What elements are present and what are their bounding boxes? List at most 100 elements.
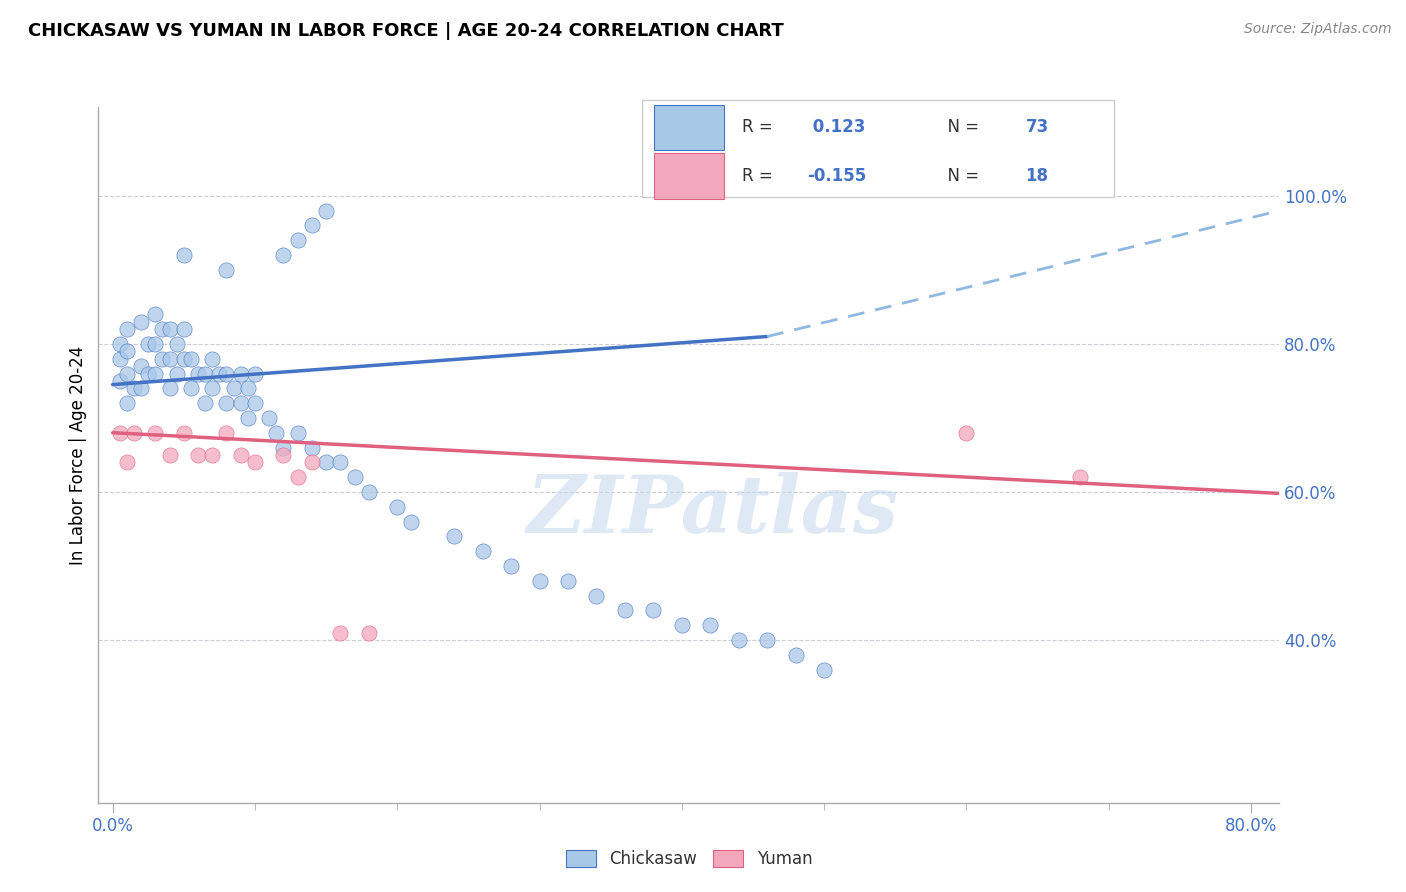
Text: -0.155: -0.155 bbox=[807, 167, 866, 185]
Point bbox=[159, 351, 181, 366]
Point bbox=[243, 396, 266, 410]
Point bbox=[329, 625, 352, 640]
Point bbox=[471, 544, 494, 558]
Point bbox=[236, 381, 259, 395]
Point bbox=[115, 367, 138, 381]
Point bbox=[201, 351, 224, 366]
Text: 18: 18 bbox=[1025, 167, 1049, 185]
Point bbox=[159, 448, 181, 462]
Point bbox=[1069, 470, 1091, 484]
Point bbox=[136, 337, 159, 351]
Point bbox=[229, 448, 252, 462]
Point bbox=[159, 322, 181, 336]
Point bbox=[955, 425, 977, 440]
Point bbox=[301, 219, 323, 233]
Point bbox=[387, 500, 409, 514]
Point bbox=[236, 411, 259, 425]
Point bbox=[287, 425, 309, 440]
Point bbox=[329, 455, 352, 469]
Point bbox=[201, 448, 224, 462]
Point bbox=[215, 396, 238, 410]
Text: 73: 73 bbox=[1025, 119, 1049, 136]
Point bbox=[143, 307, 166, 321]
Point bbox=[122, 381, 145, 395]
Legend: Chickasaw, Yuman: Chickasaw, Yuman bbox=[558, 843, 820, 874]
Point bbox=[229, 396, 252, 410]
Point bbox=[215, 367, 238, 381]
Point bbox=[257, 411, 280, 425]
Point bbox=[357, 484, 380, 499]
Point bbox=[115, 396, 138, 410]
Point bbox=[529, 574, 551, 588]
Point bbox=[173, 322, 195, 336]
Point bbox=[180, 381, 202, 395]
Point bbox=[187, 367, 209, 381]
Point bbox=[201, 381, 224, 395]
Text: 0.123: 0.123 bbox=[807, 119, 866, 136]
Point bbox=[108, 351, 131, 366]
Point bbox=[143, 425, 166, 440]
Point bbox=[287, 470, 309, 484]
Point bbox=[108, 337, 131, 351]
Point bbox=[613, 603, 636, 617]
Point bbox=[785, 648, 807, 662]
Point bbox=[194, 367, 217, 381]
Point bbox=[273, 441, 295, 455]
FancyBboxPatch shape bbox=[654, 153, 724, 199]
Point bbox=[129, 359, 152, 373]
Point bbox=[301, 455, 323, 469]
FancyBboxPatch shape bbox=[641, 100, 1114, 197]
Point bbox=[115, 455, 138, 469]
Point bbox=[315, 455, 337, 469]
Point bbox=[357, 625, 380, 640]
Point bbox=[401, 515, 423, 529]
Point bbox=[222, 381, 245, 395]
Point bbox=[173, 351, 195, 366]
Point bbox=[187, 448, 209, 462]
Y-axis label: In Labor Force | Age 20-24: In Labor Force | Age 20-24 bbox=[69, 345, 87, 565]
Point bbox=[643, 603, 665, 617]
Text: N =: N = bbox=[936, 167, 984, 185]
Point bbox=[243, 367, 266, 381]
Point bbox=[115, 344, 138, 359]
Point bbox=[499, 558, 522, 573]
Point bbox=[671, 618, 693, 632]
Point bbox=[315, 203, 337, 218]
Point bbox=[273, 448, 295, 462]
Text: Source: ZipAtlas.com: Source: ZipAtlas.com bbox=[1244, 22, 1392, 37]
Point bbox=[129, 315, 152, 329]
Point bbox=[173, 425, 195, 440]
Point bbox=[115, 322, 138, 336]
Text: R =: R = bbox=[742, 167, 778, 185]
Point bbox=[215, 263, 238, 277]
Point bbox=[557, 574, 579, 588]
Point bbox=[166, 367, 188, 381]
Point bbox=[143, 337, 166, 351]
Point bbox=[180, 351, 202, 366]
Point bbox=[159, 381, 181, 395]
Point bbox=[813, 663, 835, 677]
Point bbox=[699, 618, 721, 632]
Point bbox=[108, 374, 131, 388]
Point bbox=[243, 455, 266, 469]
Point bbox=[756, 632, 779, 647]
Point bbox=[173, 248, 195, 262]
Point bbox=[273, 248, 295, 262]
Point bbox=[229, 367, 252, 381]
Text: N =: N = bbox=[936, 119, 984, 136]
Text: CHICKASAW VS YUMAN IN LABOR FORCE | AGE 20-24 CORRELATION CHART: CHICKASAW VS YUMAN IN LABOR FORCE | AGE … bbox=[28, 22, 785, 40]
Point bbox=[443, 529, 465, 543]
Point bbox=[287, 233, 309, 247]
Point bbox=[585, 589, 607, 603]
Point bbox=[215, 425, 238, 440]
Point bbox=[122, 425, 145, 440]
FancyBboxPatch shape bbox=[654, 104, 724, 150]
Point bbox=[194, 396, 217, 410]
Text: R =: R = bbox=[742, 119, 778, 136]
Text: ZIPatlas: ZIPatlas bbox=[526, 472, 898, 549]
Point bbox=[129, 381, 152, 395]
Point bbox=[301, 441, 323, 455]
Point bbox=[108, 425, 131, 440]
Point bbox=[152, 322, 174, 336]
Point bbox=[152, 351, 174, 366]
